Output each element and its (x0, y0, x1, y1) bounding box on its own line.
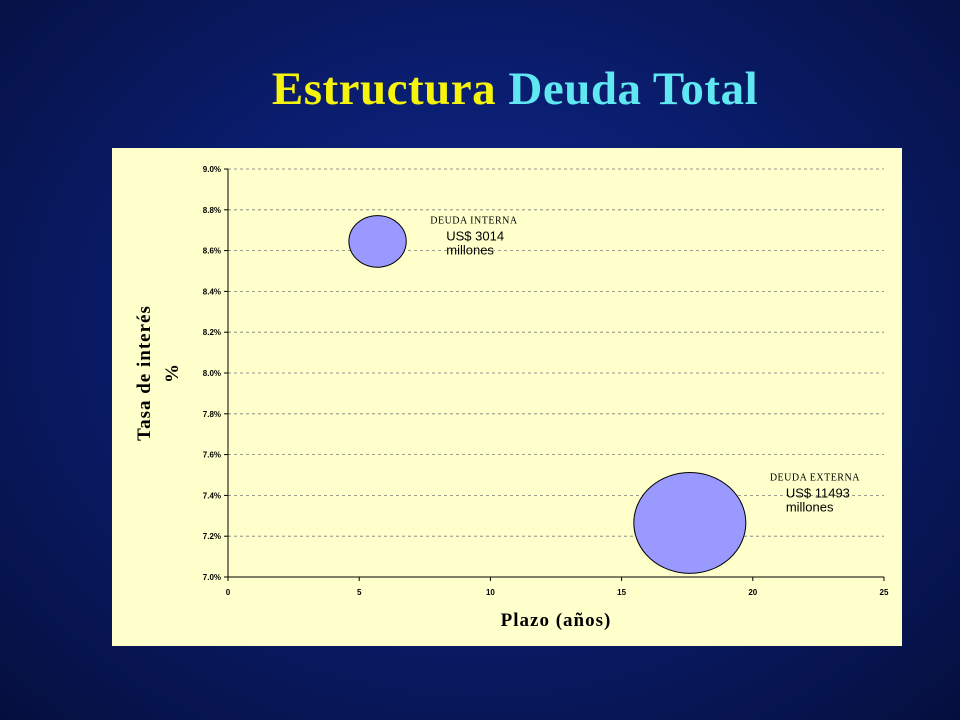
y-tick-label: 8.0% (203, 369, 221, 378)
chart-panel: 7.0% 7.2% 7.4% 7.6% 7.8% 8.0% 8.2% 8.4% 8.6% 8.8%… (112, 148, 902, 646)
bubble-label-unit: millones (786, 500, 834, 515)
y-tick-label: 8.4% (203, 287, 221, 296)
y-tick-label: 8.6% (203, 247, 221, 256)
x-tick-label: 0 (226, 588, 231, 597)
y-tick-label: 8.2% (203, 328, 221, 337)
y-tick-label: 7.0% (203, 573, 221, 582)
y-tick-label: 7.2% (203, 532, 221, 541)
title-part-deuda-total: Deuda Total (508, 63, 759, 115)
title-part-estructura: Estructura (271, 63, 497, 115)
x-tick-label: 25 (880, 588, 889, 597)
x-tick-label: 10 (486, 588, 495, 597)
x-tick-label: 20 (748, 588, 757, 597)
bubble-chart: 7.0% 7.2% 7.4% 7.6% 7.8% 8.0% 8.2% 8.4% 8.6% 8.8%… (134, 165, 889, 631)
y-axis-title: Tasa de interés (134, 305, 155, 441)
bubble-deuda-interna (348, 215, 407, 268)
bubble-label-amount: US$ 3014 (446, 229, 504, 244)
y-tick-label: 7.6% (203, 451, 221, 460)
y-tick-label: 7.8% (203, 410, 221, 419)
x-tick-label: 5 (357, 588, 362, 597)
x-axis-title: Plazo (años) (501, 610, 612, 631)
bubble-label-amount: US$ 11493 (786, 486, 850, 501)
x-tick-label: 15 (617, 588, 626, 597)
y-axis-unit: % (162, 363, 183, 383)
bubble-deuda-externa (633, 472, 747, 574)
y-tick-label: 7.4% (203, 491, 221, 500)
y-tick-label: 8.8% (203, 206, 221, 215)
bubble-label-name: DEUDA EXTERNA (770, 473, 860, 484)
slide-title: Estructura Deuda Total (0, 62, 960, 116)
y-tick-label: 9.0% (203, 165, 221, 174)
bubble-label-unit: millones (446, 243, 494, 258)
bubble-label-name: DEUDA INTERNA (430, 216, 518, 227)
